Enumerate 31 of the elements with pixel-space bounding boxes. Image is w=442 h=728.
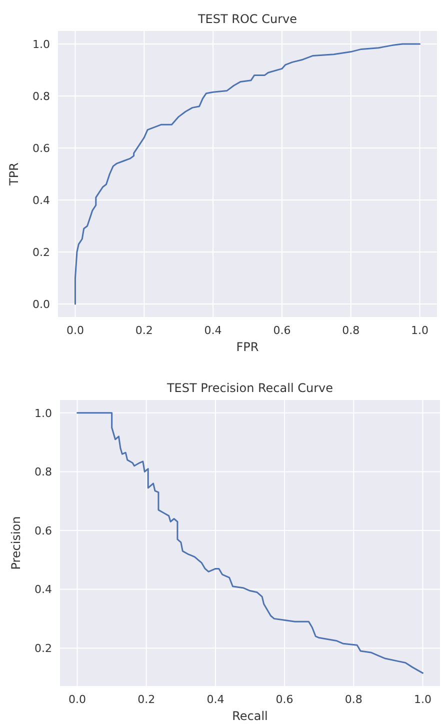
x-tick-label: 0.8 — [342, 324, 360, 337]
y-tick-label: 0.2 — [32, 246, 50, 259]
x-tick-label: 0.2 — [135, 324, 153, 337]
y-tick-label: 0.4 — [32, 194, 50, 207]
y-tick-label: 0.0 — [32, 298, 50, 311]
x-axis-title: FPR — [236, 340, 259, 354]
x-tick-label: 0.6 — [276, 693, 294, 706]
y-tick-label: 1.0 — [34, 406, 52, 420]
x-tick-label: 0.0 — [66, 324, 84, 337]
y-tick-label: 0.6 — [34, 524, 52, 538]
x-tick-label: 0.2 — [138, 693, 156, 706]
x-tick-label: 1.0 — [411, 324, 429, 337]
y-tick-label: 0.4 — [34, 583, 52, 596]
chart-title: TEST Precision Recall Curve — [166, 381, 334, 395]
x-axis-title: Recall — [232, 709, 268, 723]
line-series — [76, 412, 424, 674]
y-tick-label: 0.6 — [32, 142, 50, 155]
y-tick-label: 1.0 — [32, 38, 50, 51]
y-axis-title: TPR — [7, 162, 21, 186]
x-tick-label: 0.0 — [68, 693, 86, 706]
x-tick-label: 0.4 — [204, 324, 222, 337]
x-tick-label: 0.6 — [273, 324, 291, 337]
y-tick-label: 0.2 — [34, 642, 52, 655]
line-series — [74, 43, 421, 305]
x-tick-label: 1.0 — [414, 693, 432, 706]
y-axis-title: Precision — [9, 516, 23, 570]
x-tick-label: 0.8 — [344, 693, 362, 706]
y-tick-label: 0.8 — [32, 90, 50, 103]
y-tick-label: 0.8 — [34, 466, 52, 479]
chart-title: TEST ROC Curve — [196, 12, 298, 26]
x-tick-label: 0.4 — [206, 693, 224, 706]
